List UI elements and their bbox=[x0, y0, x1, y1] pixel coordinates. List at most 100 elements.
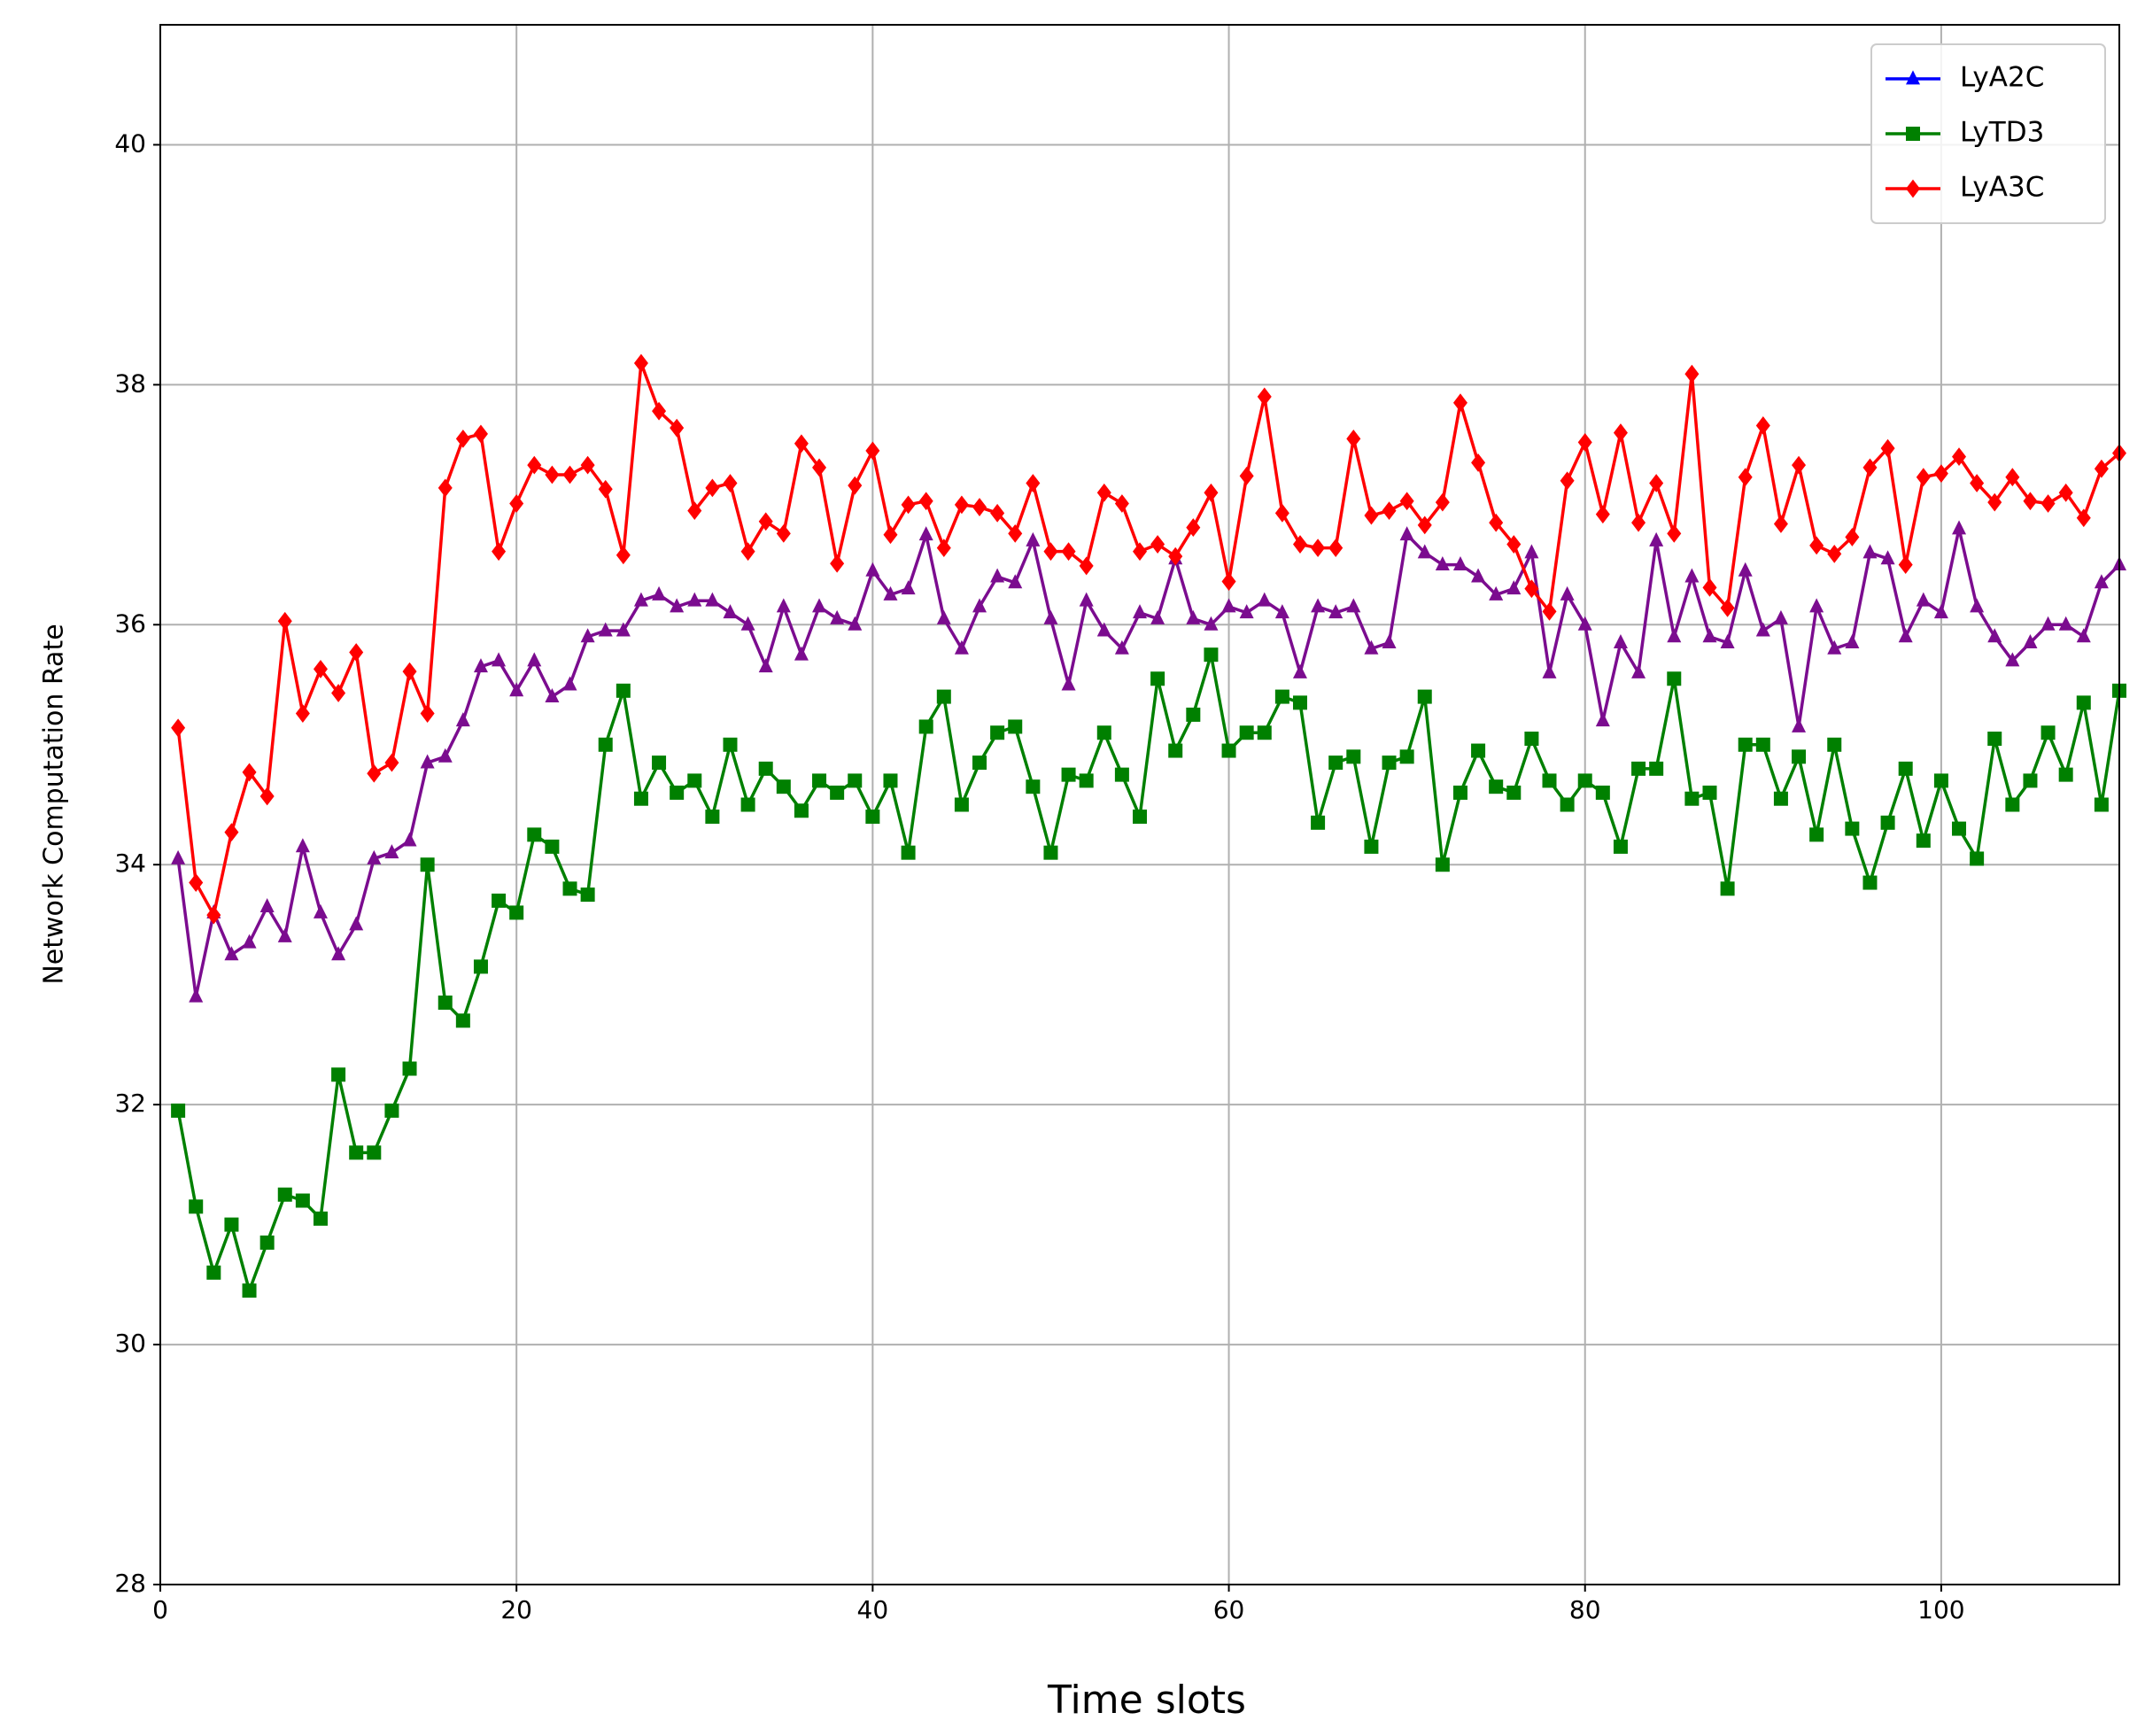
marker bbox=[1079, 592, 1094, 607]
marker bbox=[206, 905, 221, 925]
marker bbox=[705, 478, 720, 498]
marker bbox=[1096, 483, 1111, 502]
y-tick-label: 34 bbox=[114, 849, 146, 878]
marker bbox=[1257, 592, 1272, 607]
marker bbox=[2040, 725, 2056, 740]
marker bbox=[740, 797, 755, 812]
marker bbox=[1168, 546, 1183, 566]
marker bbox=[1952, 520, 1967, 535]
marker bbox=[331, 684, 346, 702]
marker bbox=[1880, 815, 1895, 830]
marker bbox=[384, 753, 399, 772]
series-line bbox=[176, 361, 2121, 917]
marker bbox=[2005, 468, 2020, 487]
marker bbox=[1720, 634, 1735, 649]
marker bbox=[492, 652, 507, 667]
marker bbox=[1311, 598, 1326, 613]
marker bbox=[830, 554, 845, 573]
marker bbox=[1257, 387, 1272, 407]
marker bbox=[1221, 743, 1236, 758]
legend-marker bbox=[1906, 70, 1920, 85]
x-tick-label: 100 bbox=[1917, 1595, 1964, 1624]
marker bbox=[1792, 717, 1807, 732]
marker bbox=[1364, 639, 1379, 655]
marker bbox=[2040, 494, 2056, 513]
marker bbox=[687, 592, 702, 607]
marker bbox=[1257, 725, 1272, 740]
legend-box bbox=[1870, 43, 2106, 224]
marker bbox=[1577, 616, 1592, 631]
marker bbox=[1880, 438, 1895, 458]
marker bbox=[277, 927, 292, 942]
legend-label: LyTD3 bbox=[1960, 117, 2044, 149]
marker bbox=[1274, 604, 1289, 619]
marker bbox=[901, 495, 916, 515]
marker bbox=[2023, 773, 2038, 788]
y-tick-label: 30 bbox=[114, 1329, 146, 1358]
marker bbox=[1274, 689, 1289, 704]
marker bbox=[901, 845, 916, 860]
marker bbox=[1667, 628, 1682, 643]
marker bbox=[1133, 604, 1147, 619]
marker bbox=[562, 676, 577, 691]
marker bbox=[455, 712, 470, 727]
marker bbox=[455, 1013, 470, 1028]
marker bbox=[1043, 542, 1058, 562]
marker bbox=[687, 501, 702, 521]
marker bbox=[652, 401, 667, 421]
y-tick-label: 32 bbox=[114, 1089, 146, 1118]
marker bbox=[242, 1283, 257, 1298]
marker bbox=[1755, 622, 1770, 637]
marker bbox=[1417, 515, 1432, 535]
marker bbox=[1542, 663, 1557, 678]
marker bbox=[1702, 628, 1717, 643]
marker bbox=[1649, 474, 1664, 492]
marker bbox=[1506, 580, 1522, 595]
marker bbox=[562, 881, 577, 896]
marker bbox=[1720, 598, 1735, 617]
marker bbox=[812, 598, 827, 613]
marker bbox=[1382, 634, 1397, 649]
marker bbox=[331, 1067, 346, 1082]
marker bbox=[1970, 851, 1985, 866]
marker bbox=[1898, 555, 1913, 574]
marker bbox=[438, 748, 453, 763]
marker bbox=[349, 1145, 364, 1160]
marker bbox=[1239, 604, 1254, 619]
marker bbox=[794, 803, 809, 818]
marker bbox=[1186, 609, 1201, 624]
marker bbox=[1898, 761, 1913, 776]
marker bbox=[2076, 508, 2091, 528]
marker bbox=[1577, 773, 1592, 788]
marker bbox=[1933, 604, 1948, 619]
marker bbox=[883, 773, 898, 788]
marker bbox=[473, 959, 488, 974]
marker bbox=[1026, 474, 1041, 492]
marker bbox=[1364, 839, 1379, 854]
marker bbox=[1489, 513, 1504, 532]
marker bbox=[1916, 592, 1931, 607]
marker bbox=[171, 849, 186, 864]
marker bbox=[492, 893, 507, 908]
marker bbox=[1506, 785, 1522, 800]
marker bbox=[1168, 743, 1183, 758]
marker bbox=[259, 898, 275, 913]
marker bbox=[972, 498, 987, 516]
marker bbox=[259, 787, 275, 806]
marker bbox=[1096, 622, 1111, 637]
marker bbox=[1755, 737, 1770, 752]
marker bbox=[2058, 483, 2073, 502]
marker bbox=[242, 934, 257, 949]
marker bbox=[224, 823, 239, 842]
marker bbox=[473, 424, 488, 444]
marker bbox=[598, 737, 613, 752]
marker bbox=[1898, 628, 1913, 643]
marker bbox=[492, 542, 507, 562]
marker bbox=[1471, 743, 1486, 758]
marker bbox=[1061, 676, 1076, 691]
marker bbox=[723, 474, 738, 492]
x-tick-label: 60 bbox=[1213, 1595, 1245, 1624]
marker bbox=[830, 609, 845, 624]
marker bbox=[1773, 515, 1788, 533]
